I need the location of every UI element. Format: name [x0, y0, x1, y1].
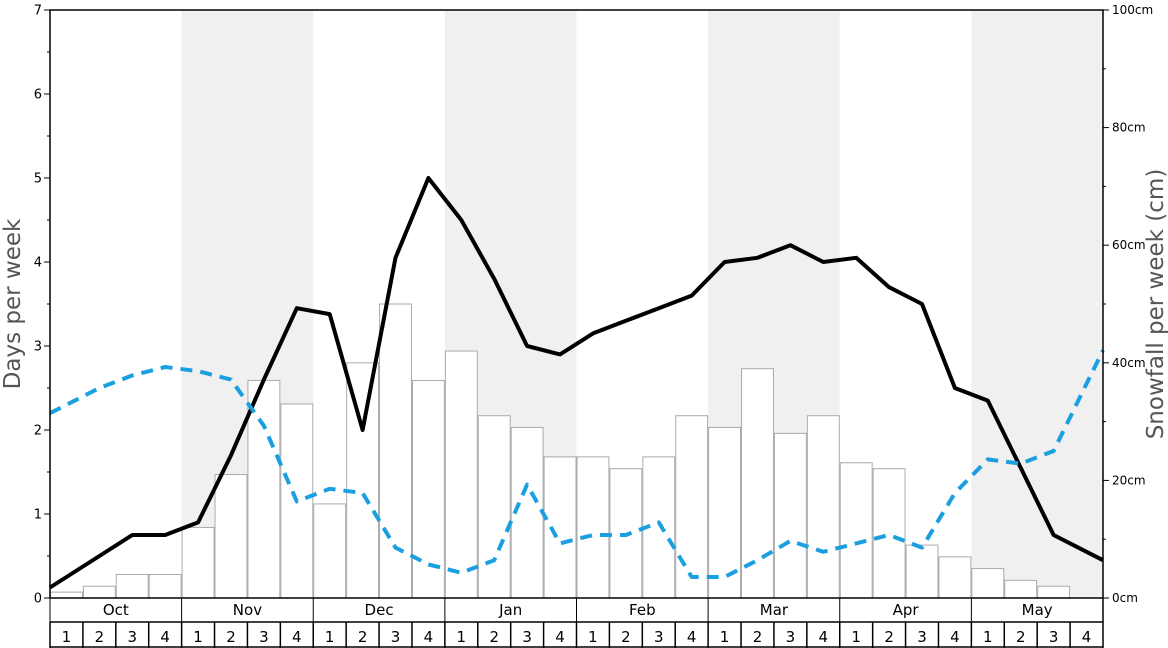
right-tick-label: 40cm — [1112, 356, 1146, 370]
week-label: 1 — [193, 628, 203, 646]
snowfall-bar — [675, 415, 709, 599]
month-shading — [181, 10, 1103, 598]
week-label: 4 — [555, 628, 565, 646]
snowfall-bar — [839, 462, 873, 599]
snowfall-bar — [905, 544, 939, 599]
week-label: 2 — [95, 628, 105, 646]
right-tick-label: 60cm — [1112, 238, 1146, 252]
snowfall-bars — [50, 303, 1071, 599]
snowfall-bar — [741, 368, 774, 599]
left-axis: 0 1 2 3 4 5 6 7 — [34, 4, 50, 607]
week-label: 1 — [720, 628, 730, 646]
month-label: Feb — [629, 601, 656, 619]
left-tick-label: 6 — [34, 88, 42, 103]
snowfall-bar — [938, 556, 972, 599]
month-label: Jan — [498, 601, 522, 619]
snowfall-bar — [247, 379, 281, 599]
week-label: 3 — [1049, 628, 1059, 646]
week-label: 1 — [325, 628, 335, 646]
left-tick-label: 2 — [34, 424, 42, 439]
week-label: 1 — [62, 628, 72, 646]
snowfall-bar — [444, 350, 478, 599]
left-tick-label: 3 — [34, 340, 42, 355]
week-label: 4 — [292, 628, 302, 646]
snowfall-bar — [543, 456, 577, 599]
snowfall-bar — [411, 379, 445, 599]
week-label: 1 — [983, 628, 993, 646]
week-label: 4 — [1082, 628, 1092, 646]
left-tick-label: 5 — [34, 172, 42, 187]
week-label: 1 — [851, 628, 861, 646]
right-tick-label: 80cm — [1112, 121, 1146, 135]
week-label: 1 — [588, 628, 598, 646]
right-tick-label: 0cm — [1112, 591, 1138, 605]
week-label: 3 — [522, 628, 532, 646]
snowfall-bar — [50, 591, 83, 599]
day-lines — [48, 176, 1105, 590]
week-label: 3 — [654, 628, 664, 646]
week-label: 4 — [819, 628, 829, 646]
snowfall-bar — [214, 474, 248, 599]
snowfall-bar — [313, 503, 347, 599]
week-label: 1 — [457, 628, 467, 646]
snowfall-bar — [1037, 585, 1071, 599]
left-tick-label: 7 — [34, 4, 42, 19]
left-axis-title: Days per week — [0, 218, 26, 389]
right-axis: 0cm 20cm 40cm 60cm 80cm 100cm — [1103, 3, 1153, 605]
snowfall-bar — [379, 303, 412, 599]
left-tick-label: 4 — [34, 256, 42, 271]
week-label: 4 — [160, 628, 170, 646]
snowfall-bar — [477, 415, 511, 599]
week-label: 4 — [950, 628, 960, 646]
left-tick-label: 1 — [34, 508, 42, 523]
snowfall-bar — [971, 568, 1005, 599]
week-label: 4 — [424, 628, 434, 646]
week-label: 2 — [753, 628, 763, 646]
month-label: Mar — [760, 601, 789, 619]
week-label: 2 — [226, 628, 236, 646]
x-axis: Oct 1 2 3 4 Nov 1 2 3 4 Dec 1 2 3 4 Jan 1 2 3 4 Feb 1 2 3 4 Mar 1 2… — [49, 598, 1104, 648]
week-label: 3 — [786, 628, 796, 646]
week-label: 3 — [917, 628, 927, 646]
month-label: Oct — [103, 601, 129, 619]
right-tick-label: 100cm — [1112, 3, 1153, 17]
week-label: 2 — [358, 628, 368, 646]
snowfall-bar — [773, 432, 807, 599]
snowfall-bar — [346, 362, 380, 599]
left-tick-label: 0 — [34, 592, 42, 607]
right-tick-label: 20cm — [1112, 473, 1146, 487]
month-shade-may — [971, 10, 1103, 598]
snowfall-bar — [181, 526, 215, 599]
snowfall-bar — [1004, 579, 1038, 599]
snowfall-bar — [148, 573, 182, 599]
week-label: 2 — [489, 628, 499, 646]
month-label: Apr — [893, 601, 920, 619]
month-label: May — [1022, 601, 1053, 619]
solid-series-line — [48, 176, 1104, 590]
week-label: 3 — [259, 628, 269, 646]
week-label: 2 — [884, 628, 894, 646]
week-label: 3 — [127, 628, 137, 646]
right-axis-title: Snowfall per week (cm) — [1143, 169, 1168, 440]
month-label: Dec — [365, 601, 394, 619]
snowfall-bar — [872, 468, 906, 599]
dashed-series-line — [49, 349, 1105, 579]
month-label: Nov — [233, 601, 262, 619]
snowfall-bar — [82, 585, 116, 599]
week-label: 4 — [687, 628, 697, 646]
week-label: 2 — [1016, 628, 1026, 646]
snowfall-bar — [806, 415, 840, 599]
snowfall-bar — [576, 456, 610, 599]
week-label: 3 — [391, 628, 401, 646]
week-label: 2 — [621, 628, 631, 646]
snowfall-bar — [115, 573, 149, 599]
